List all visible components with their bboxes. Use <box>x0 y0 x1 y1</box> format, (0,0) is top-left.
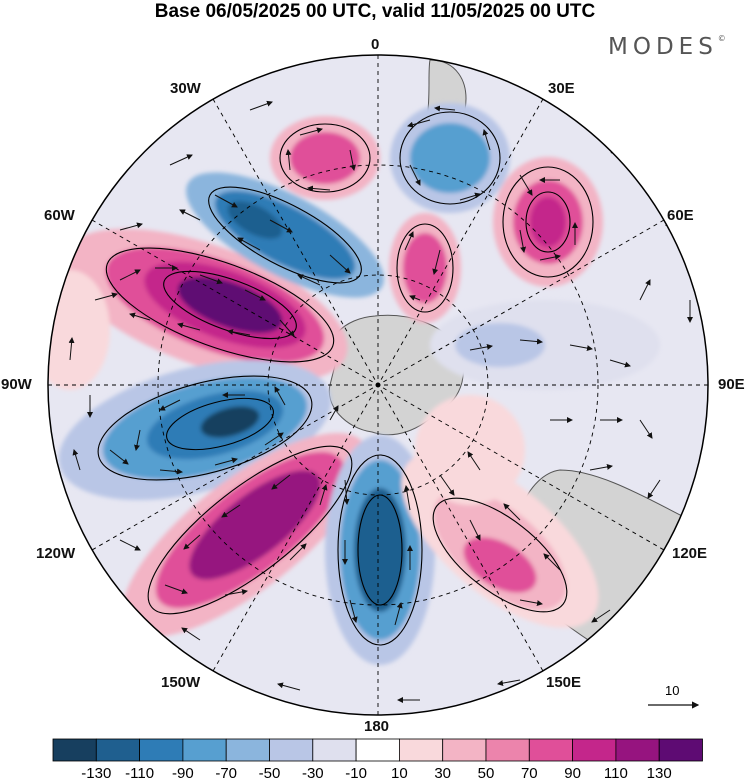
colorbar-tick-label: 130 <box>646 765 672 782</box>
reference-vector-label: 10 <box>665 683 680 698</box>
colorbar-tick-label: 30 <box>434 765 452 782</box>
lon-label-150w: 150W <box>161 674 201 691</box>
antarctica-landmass <box>328 314 465 436</box>
blob-pos-east <box>493 157 603 287</box>
lon-label-90e: 90E <box>718 376 745 393</box>
colorbar-tick-label: 90 <box>564 765 581 782</box>
copyright-mark: © <box>717 34 726 43</box>
blob-pos-north <box>270 116 380 200</box>
colorbar-swatch <box>398 738 444 762</box>
lon-label-90w: 90W <box>1 376 32 393</box>
blob-pos-west-weak <box>48 270 110 390</box>
colorbar-tick-label: -10 <box>345 765 367 782</box>
colorbar-swatch <box>182 738 227 762</box>
lon-label-150e: 150E <box>546 674 582 691</box>
contours <box>97 111 594 646</box>
blob-pos-pacific <box>122 432 368 638</box>
colorbar <box>52 738 703 762</box>
modes-logo: MODES© <box>608 34 726 60</box>
colorbar-tick-label: 70 <box>520 765 538 782</box>
blob-pos-sw-atlantic <box>62 228 348 382</box>
lon-label-30e: 30E <box>548 80 575 97</box>
colorbar-tick-label: -130 <box>81 765 112 782</box>
lon-label-60w: 60W <box>44 207 75 224</box>
colorbar-swatch <box>355 738 400 762</box>
colorbar-swatch <box>95 738 141 762</box>
colorbar-tick-label: -90 <box>172 765 194 782</box>
colorbar-swatch <box>52 738 97 762</box>
lon-label-60e: 60E <box>667 207 694 224</box>
pole-marker <box>375 382 381 388</box>
colorbar-tick-label: 110 <box>603 765 628 782</box>
colorbar-tick-label: 50 <box>477 765 495 782</box>
colorbar-tick-label: -110 <box>125 765 155 782</box>
logo-text: MODES <box>608 34 718 60</box>
colorbar-swatch <box>269 738 314 762</box>
lon-label-180: 180 <box>364 718 390 735</box>
colorbar-swatch <box>658 738 703 762</box>
colorbar-swatch <box>442 738 487 762</box>
map-disc <box>48 55 708 715</box>
blob-pos-southeast-weak <box>415 395 525 505</box>
wind-vectors <box>68 100 693 703</box>
colorbar-tick-label: -70 <box>215 765 238 782</box>
colorbar-swatch <box>528 738 573 762</box>
blob-neg-east <box>430 300 660 390</box>
lon-label-120w: 120W <box>36 545 76 562</box>
lon-label-120e: 120E <box>672 545 708 562</box>
colorbar-swatch <box>139 738 184 762</box>
colorbar-tick-label: 10 <box>391 765 408 782</box>
blob-pos-center <box>389 213 461 323</box>
anomaly-field <box>48 103 660 665</box>
colorbar-swatch <box>225 738 270 762</box>
lon-label-30w: 30W <box>170 80 201 97</box>
colorbar-swatch <box>485 738 530 762</box>
map-title: Base 06/05/2025 00 UTC, valid 11/05/2025… <box>154 1 596 22</box>
colorbar-swatch <box>615 738 660 762</box>
map-border <box>47 54 709 716</box>
colorbar-tick-label: -50 <box>258 765 281 782</box>
lon-label-0: 0 <box>371 36 380 53</box>
colorbar-swatch <box>572 738 617 762</box>
colorbar-swatch <box>312 738 357 762</box>
colorbar-tick-label: -30 <box>301 765 324 782</box>
